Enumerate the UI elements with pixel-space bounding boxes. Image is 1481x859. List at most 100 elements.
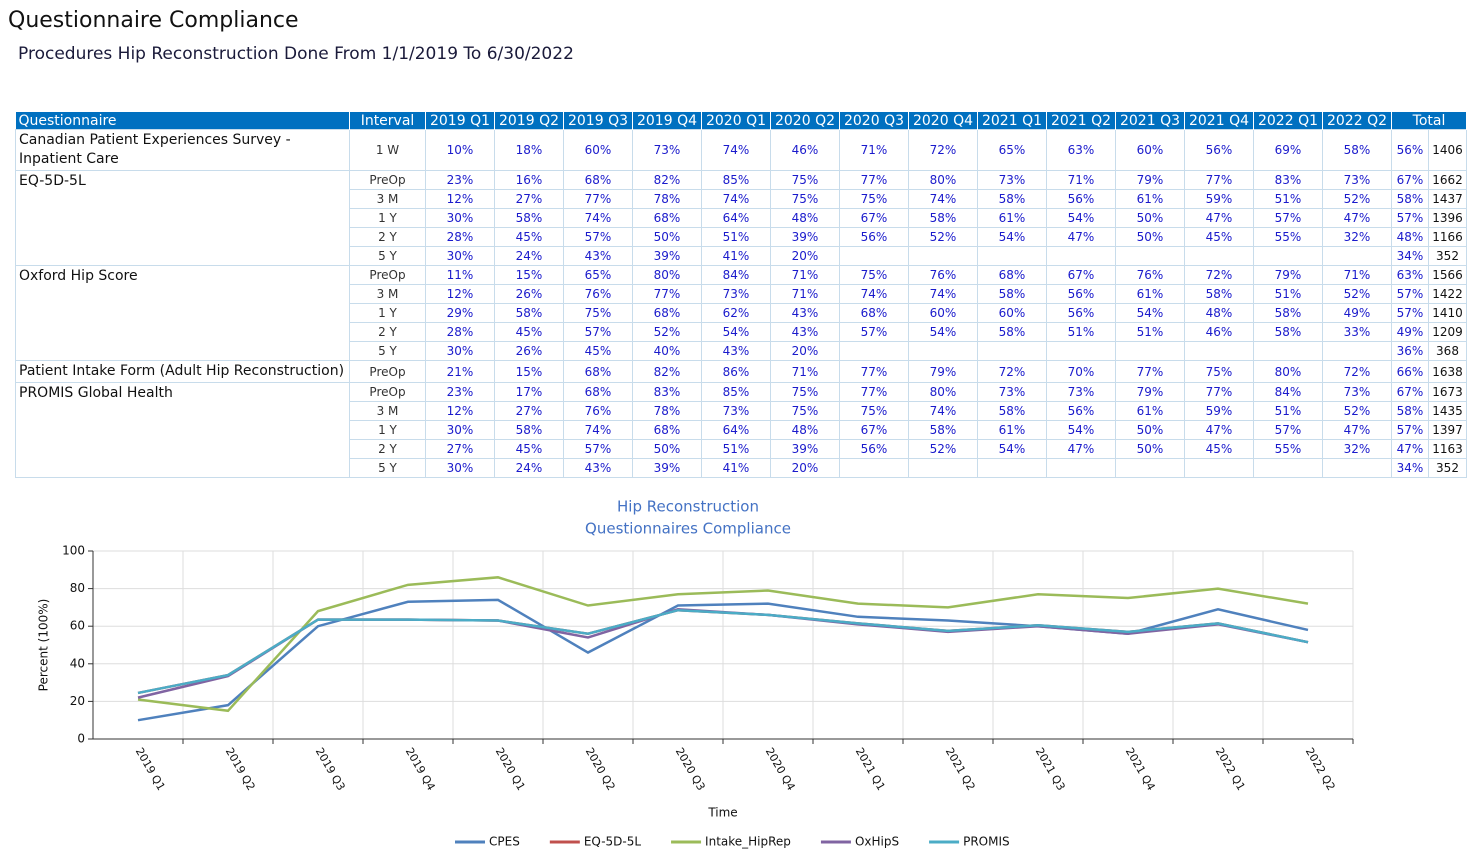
x-tick-label: 2019 Q1	[133, 746, 168, 793]
cell: 68%	[977, 265, 1047, 285]
column-header: Interval	[349, 112, 426, 130]
cell: 80%	[908, 382, 978, 402]
cell: 12%	[425, 401, 495, 421]
cell: 45%	[494, 322, 564, 342]
cell: 57%	[563, 439, 633, 459]
cell: 46%	[1184, 322, 1254, 342]
cell: 58%	[1253, 303, 1323, 323]
cell: 80%	[632, 265, 702, 285]
cell: 58%	[908, 420, 978, 440]
cell: 67%	[839, 208, 909, 228]
cell: 41%	[701, 246, 771, 266]
cell: 54%	[977, 439, 1047, 459]
column-header: 2020 Q1	[701, 112, 771, 130]
cell: 75%	[770, 170, 840, 190]
cell: 16%	[494, 170, 564, 190]
cell: 47%	[1046, 227, 1116, 247]
total-n: 1566	[1427, 265, 1468, 285]
interval: 2 Y	[349, 439, 426, 459]
cell	[908, 341, 978, 361]
interval: 2 Y	[349, 227, 426, 247]
x-tick-label: 2021 Q3	[1033, 746, 1068, 793]
cell: 58%	[1322, 129, 1392, 171]
column-header: Total	[1391, 112, 1468, 130]
total-pct: 63%	[1391, 265, 1429, 285]
cell	[1184, 458, 1254, 478]
total-n: 1406	[1427, 129, 1468, 171]
cell: 64%	[701, 208, 771, 228]
cell: 45%	[1184, 439, 1254, 459]
cell: 75%	[770, 382, 840, 402]
cell: 51%	[701, 439, 771, 459]
table-row: 5 Y 30% 26% 45% 40% 43% 20% 36% 368	[16, 341, 1468, 361]
table-row: 2 Y 28% 45% 57% 50% 51% 39% 56% 52% 54% 47% 50% 45% 5…	[16, 227, 1468, 247]
cell: 58%	[494, 208, 564, 228]
cell: 60%	[977, 303, 1047, 323]
x-tick-label: 2019 Q4	[403, 746, 438, 793]
questionnaire-name: Canadian Patient Experiences Survey - In…	[15, 129, 350, 171]
cell: 69%	[1253, 129, 1323, 171]
cell: 74%	[701, 189, 771, 209]
cell: 43%	[563, 246, 633, 266]
y-tick-label: 80	[70, 581, 85, 595]
cell: 56%	[839, 439, 909, 459]
cell: 40%	[632, 341, 702, 361]
cell: 68%	[563, 170, 633, 190]
compliance-table: Questionnaire Interval 2019 Q1 2019 Q2 2019 …	[15, 112, 1468, 478]
cell: 47%	[1322, 208, 1392, 228]
cell: 24%	[494, 458, 564, 478]
cell: 30%	[425, 420, 495, 440]
cell: 85%	[701, 170, 771, 190]
cell: 77%	[1184, 170, 1254, 190]
cell: 79%	[1115, 170, 1185, 190]
table-row: PROMIS Global Health PreOp 23% 17% 68% 83% 85%…	[15, 382, 1468, 478]
total-n: 1209	[1427, 322, 1468, 342]
cell: 73%	[632, 129, 702, 171]
table-row: 5 Y 30% 24% 43% 39% 41% 20% 34% 352	[16, 246, 1468, 266]
interval: PreOp	[349, 170, 426, 190]
cell: 74%	[563, 420, 633, 440]
cell	[1253, 458, 1323, 478]
cell: 24%	[494, 246, 564, 266]
cell: 73%	[1322, 170, 1392, 190]
cell: 84%	[1253, 382, 1323, 402]
cell: 73%	[977, 382, 1047, 402]
cell: 39%	[632, 458, 702, 478]
total-pct: 56%	[1391, 129, 1429, 171]
y-axis-label: Percent (100%)	[37, 599, 51, 692]
y-tick-label: 0	[77, 732, 85, 746]
total-pct: 36%	[1391, 341, 1429, 361]
cell: 47%	[1184, 420, 1254, 440]
legend-label: OxHipS	[855, 835, 899, 849]
column-header: 2022 Q1	[1253, 112, 1323, 130]
total-n: 1397	[1427, 420, 1468, 440]
y-tick-label: 20	[70, 694, 85, 708]
cell	[977, 458, 1047, 478]
table-row: 1 Y 30% 58% 74% 68% 64% 48% 67% 58% 61% 54% 50% 47% 5…	[16, 208, 1468, 228]
cell	[977, 246, 1047, 266]
x-tick-label: 2020 Q2	[583, 746, 618, 793]
cell: 30%	[425, 246, 495, 266]
table-row: Oxford Hip Score PreOp 11% 15% 65% 80% 84% 71% 7…	[15, 265, 1468, 361]
total-pct: 48%	[1391, 227, 1429, 247]
cell: 68%	[632, 208, 702, 228]
cell: 71%	[770, 265, 840, 285]
cell: 47%	[1046, 439, 1116, 459]
column-header: 2019 Q3	[563, 112, 633, 130]
column-header: 2021 Q4	[1184, 112, 1254, 130]
cell: 76%	[563, 284, 633, 304]
column-header: 2021 Q2	[1046, 112, 1116, 130]
cell	[1322, 341, 1392, 361]
cell: 82%	[632, 170, 702, 190]
cell: 51%	[1046, 322, 1116, 342]
interval: 5 Y	[349, 246, 426, 266]
cell: 62%	[701, 303, 771, 323]
x-tick-label: 2022 Q1	[1213, 746, 1248, 793]
cell: 54%	[1115, 303, 1185, 323]
cell: 77%	[839, 360, 909, 383]
cell: 50%	[1115, 439, 1185, 459]
cell: 26%	[494, 284, 564, 304]
interval: PreOp	[349, 360, 426, 383]
cell: 72%	[1184, 265, 1254, 285]
total-n: 1410	[1427, 303, 1468, 323]
